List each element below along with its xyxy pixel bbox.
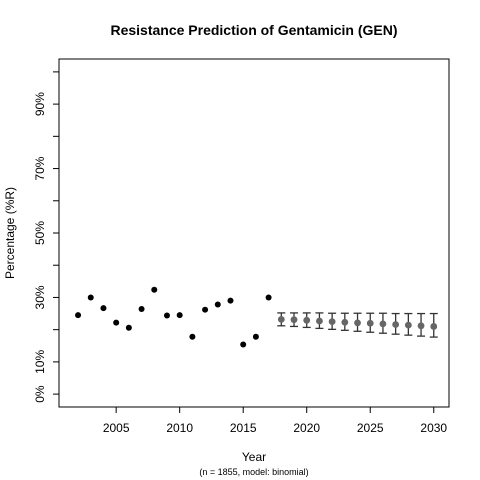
observed-point (215, 302, 221, 308)
plot-area-frame (59, 59, 449, 407)
y-tick-label: 50% (33, 221, 47, 245)
predicted-point (341, 319, 348, 326)
predicted-point (418, 322, 425, 329)
y-tick-label: 10% (33, 350, 47, 374)
observed-point (151, 287, 157, 293)
predicted-point (392, 321, 399, 328)
observed-series (75, 287, 272, 348)
x-tick-label: 2020 (293, 421, 320, 435)
predicted-point (278, 316, 285, 323)
x-axis-label: Year (242, 450, 266, 464)
x-tick-label: 2030 (420, 421, 447, 435)
predicted-point (430, 323, 437, 330)
x-tick-label: 2025 (357, 421, 384, 435)
y-axis: 0% 10% 30% 50% 70% 90% (33, 72, 59, 403)
observed-point (75, 312, 81, 318)
observed-point (177, 312, 183, 318)
observed-point (164, 312, 170, 318)
observed-point (202, 307, 208, 313)
predicted-point (367, 320, 374, 327)
observed-point (266, 294, 272, 300)
y-tick-label: 70% (33, 156, 47, 180)
x-tick-label: 2015 (230, 421, 257, 435)
y-tick-label: 90% (33, 92, 47, 116)
predicted-point (303, 317, 310, 324)
observed-point (189, 334, 195, 340)
x-tick-label: 2010 (166, 421, 193, 435)
observed-point (139, 306, 145, 312)
y-tick-label: 0% (33, 385, 47, 403)
observed-point (253, 334, 259, 340)
chart-caption: (n = 1855, model: binomial) (199, 467, 308, 477)
predicted-point (291, 316, 298, 323)
y-axis-label: Percentage (%R) (3, 187, 17, 279)
observed-point (227, 298, 233, 304)
predicted-point (405, 322, 412, 329)
y-tick-label: 30% (33, 285, 47, 309)
observed-point (88, 294, 94, 300)
observed-point (126, 325, 132, 331)
observed-point (100, 305, 106, 311)
x-tick-label: 2005 (103, 421, 130, 435)
predicted-point (329, 318, 336, 325)
chart-title: Resistance Prediction of Gentamicin (GEN… (110, 22, 397, 38)
predicted-point (316, 318, 323, 325)
predicted-point (354, 320, 361, 327)
predicted-point (380, 320, 387, 327)
observed-point (113, 320, 119, 326)
x-axis: 2005 2010 2015 2020 2025 2030 (103, 407, 448, 435)
observed-point (240, 341, 246, 347)
